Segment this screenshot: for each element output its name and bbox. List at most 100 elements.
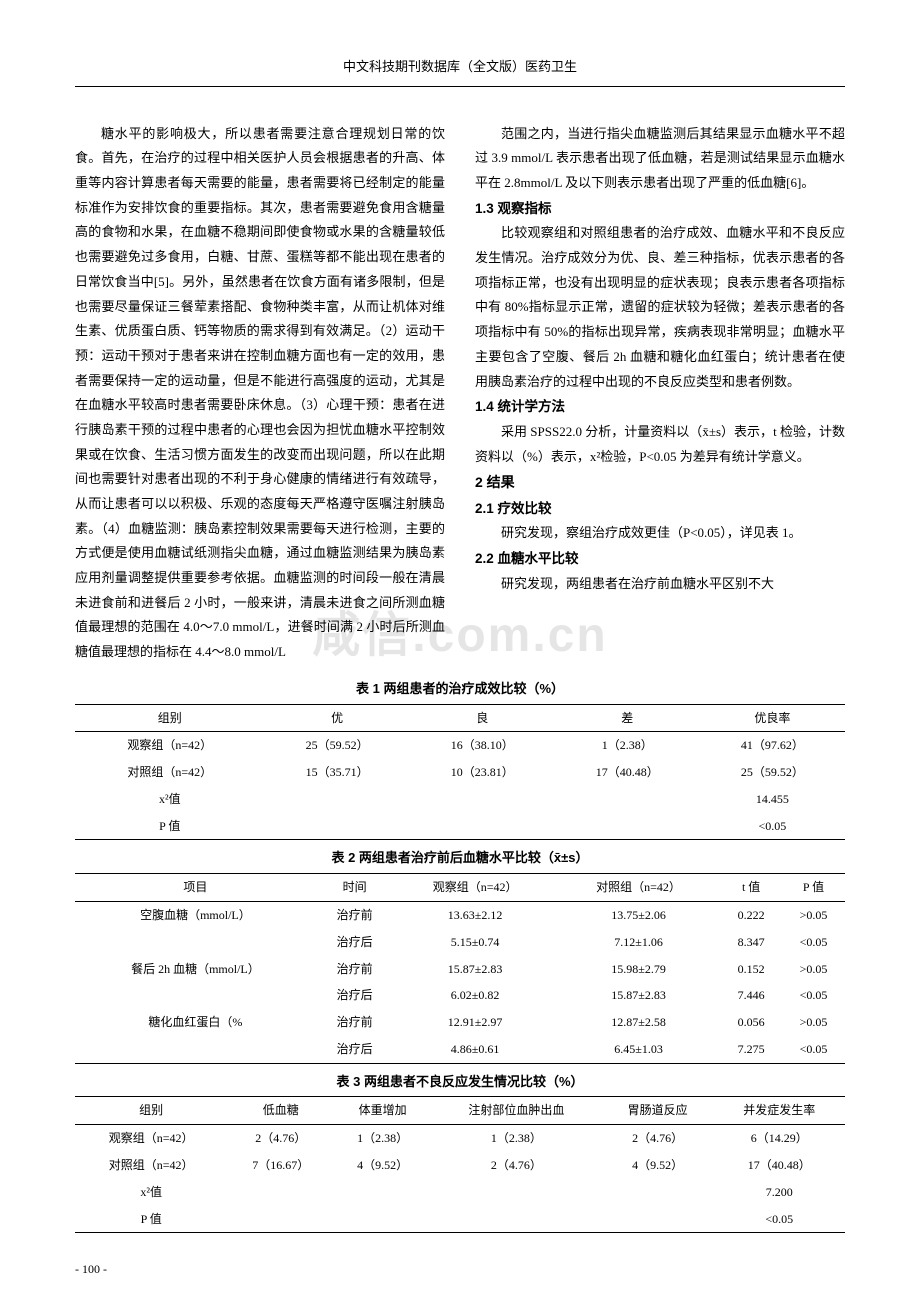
td: 15.98±2.79	[557, 956, 720, 983]
td: 治疗后	[316, 982, 394, 1009]
td: 13.75±2.06	[557, 901, 720, 928]
body-text: 研究发现，两组患者在治疗前血糖水平区别不大	[475, 572, 845, 597]
body-text: 研究发现，察组治疗成效更佳（P<0.05），详见表 1。	[475, 521, 845, 546]
th: 胃肠道反应	[602, 1097, 714, 1125]
left-column: 糖水平的影响极大，所以患者需要注意合理规划日常的饮食。首先，在治疗的过程中相关医…	[75, 122, 445, 665]
td: 糖化血红蛋白（%	[75, 1009, 316, 1036]
td: 空腹血糖（mmol/L）	[75, 901, 316, 928]
td: P 值	[75, 1206, 227, 1233]
table2-caption: 表 2 两组患者治疗前后血糖水平比较（x̄±s）	[75, 846, 845, 871]
td: 观察组（n=42）	[75, 732, 265, 759]
td	[410, 786, 555, 813]
td: 6（14.29）	[714, 1125, 845, 1152]
td: 0.152	[720, 956, 782, 983]
td: 17（40.48）	[555, 759, 700, 786]
th: 低血糖	[227, 1097, 334, 1125]
section-2: 2 结果	[475, 469, 845, 496]
td: x²值	[75, 1179, 227, 1206]
td	[410, 813, 555, 840]
th: 项目	[75, 874, 316, 902]
section-1-4: 1.4 统计学方法	[475, 394, 845, 420]
td	[602, 1206, 714, 1233]
td: 0.056	[720, 1009, 782, 1036]
td: 13.63±2.12	[393, 901, 556, 928]
td: 4（9.52）	[602, 1152, 714, 1179]
td: 7.446	[720, 982, 782, 1009]
td: 12.87±2.58	[557, 1009, 720, 1036]
td: >0.05	[782, 956, 845, 983]
td: 餐后 2h 血糖（mmol/L）	[75, 956, 316, 983]
table2: 项目 时间 观察组（n=42） 对照组（n=42） t 值 P 值 空腹血糖（m…	[75, 873, 845, 1064]
td: 治疗后	[316, 1036, 394, 1063]
body-text: 比较观察组和对照组患者的治疗成效、血糖水平和不良反应发生情况。治疗成效分为优、良…	[475, 221, 845, 394]
body-columns: 糖水平的影响极大，所以患者需要注意合理规划日常的饮食。首先，在治疗的过程中相关医…	[75, 122, 845, 665]
td: 2（4.76）	[227, 1125, 334, 1152]
td	[334, 1206, 431, 1233]
td: 25（59.52）	[700, 759, 845, 786]
td: 15.87±2.83	[557, 982, 720, 1009]
td: 6.02±0.82	[393, 982, 556, 1009]
td	[75, 1036, 316, 1063]
body-text: 采用 SPSS22.0 分析，计量资料以（x̄±s）表示，t 检验，计数资料以（…	[475, 420, 845, 469]
td	[431, 1206, 602, 1233]
td	[555, 786, 700, 813]
td: 2（4.76）	[602, 1125, 714, 1152]
table1: 组别 优 良 差 优良率 观察组（n=42）25（59.52）16（38.10）…	[75, 704, 845, 841]
th: P 值	[782, 874, 845, 902]
td: 16（38.10）	[410, 732, 555, 759]
section-2-2: 2.2 血糖水平比较	[475, 546, 845, 572]
td: 4（9.52）	[334, 1152, 431, 1179]
th: 优	[265, 704, 410, 732]
td: >0.05	[782, 901, 845, 928]
td: 7.200	[714, 1179, 845, 1206]
td	[75, 982, 316, 1009]
td: 1（2.38）	[334, 1125, 431, 1152]
td: 8.347	[720, 929, 782, 956]
table3-caption: 表 3 两组患者不良反应发生情况比较（%）	[75, 1070, 845, 1095]
td: 7.275	[720, 1036, 782, 1063]
td	[602, 1179, 714, 1206]
header-divider	[75, 86, 845, 87]
section-1-3: 1.3 观察指标	[475, 196, 845, 222]
td: <0.05	[714, 1206, 845, 1233]
td: 治疗前	[316, 1009, 394, 1036]
td: 7（16.67）	[227, 1152, 334, 1179]
th: 时间	[316, 874, 394, 902]
th: 组别	[75, 1097, 227, 1125]
section-2-1: 2.1 疗效比较	[475, 496, 845, 522]
td: 41（97.62）	[700, 732, 845, 759]
td: 观察组（n=42）	[75, 1125, 227, 1152]
th: 差	[555, 704, 700, 732]
right-column: 范围之内，当进行指尖血糖监测后其结果显示血糖水平不超过 3.9 mmol/L 表…	[475, 122, 845, 665]
td	[265, 786, 410, 813]
th: 注射部位血肿出血	[431, 1097, 602, 1125]
td: 治疗前	[316, 956, 394, 983]
td: x²值	[75, 786, 265, 813]
table3: 组别 低血糖 体重增加 注射部位血肿出血 胃肠道反应 并发症发生率 观察组（n=…	[75, 1096, 845, 1233]
th: 体重增加	[334, 1097, 431, 1125]
td: 7.12±1.06	[557, 929, 720, 956]
body-text: 范围之内，当进行指尖血糖监测后其结果显示血糖水平不超过 3.9 mmol/L 表…	[475, 122, 845, 196]
th: t 值	[720, 874, 782, 902]
td	[227, 1206, 334, 1233]
td: 14.455	[700, 786, 845, 813]
td: 5.15±0.74	[393, 929, 556, 956]
td: <0.05	[782, 1036, 845, 1063]
td: 12.91±2.97	[393, 1009, 556, 1036]
td: <0.05	[782, 982, 845, 1009]
td: >0.05	[782, 1009, 845, 1036]
td: <0.05	[782, 929, 845, 956]
td: 1（2.38）	[555, 732, 700, 759]
td: 对照组（n=42）	[75, 759, 265, 786]
td: 治疗后	[316, 929, 394, 956]
th: 优良率	[700, 704, 845, 732]
td: 10（23.81）	[410, 759, 555, 786]
td: 2（4.76）	[431, 1152, 602, 1179]
td: 1（2.38）	[431, 1125, 602, 1152]
th: 良	[410, 704, 555, 732]
th: 观察组（n=42）	[393, 874, 556, 902]
page-number: - 100 -	[75, 1258, 845, 1281]
td	[555, 813, 700, 840]
td	[75, 929, 316, 956]
td: 治疗前	[316, 901, 394, 928]
